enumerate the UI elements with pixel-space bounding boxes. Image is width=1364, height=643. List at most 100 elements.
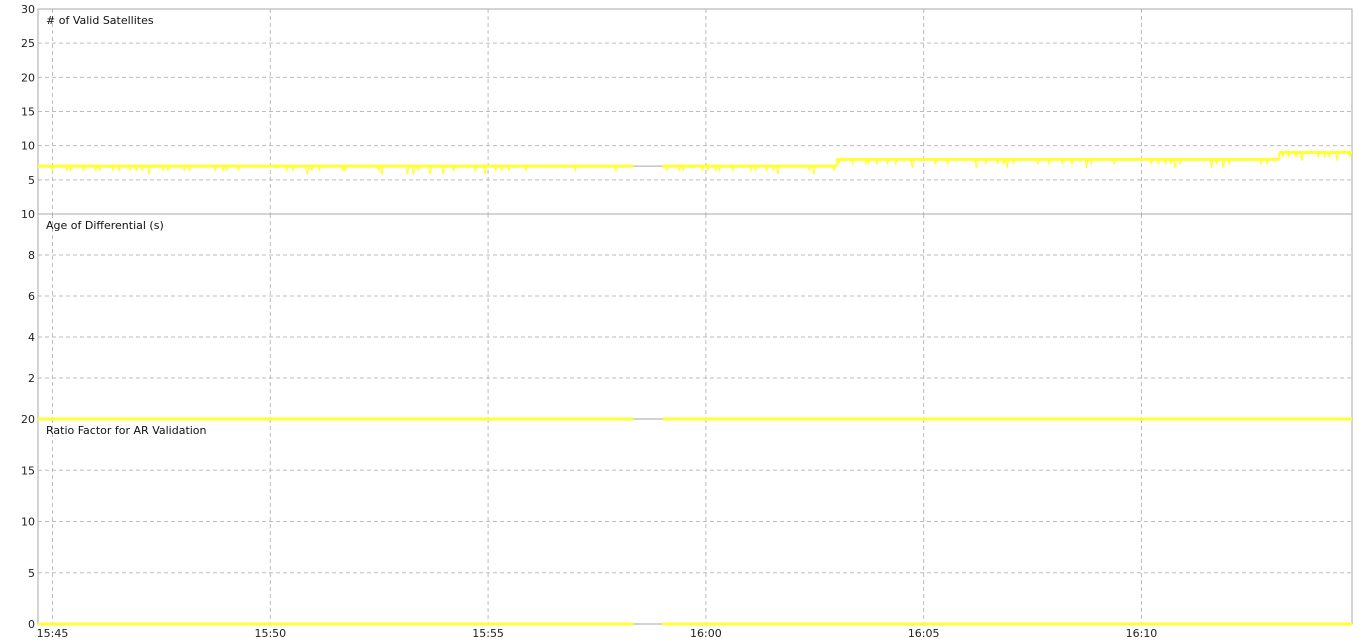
x-tick-label: 16:10	[1126, 627, 1158, 640]
series-dip	[866, 159, 871, 166]
y-tick-label: 5	[28, 174, 35, 187]
series-dip	[1149, 159, 1154, 166]
series-dip	[1060, 159, 1065, 166]
x-tick-label: 16:00	[690, 627, 722, 640]
series-dip	[1286, 152, 1291, 159]
series-dip	[1280, 152, 1285, 159]
series-dip	[1214, 159, 1219, 166]
series-dip	[771, 165, 776, 173]
y-tick-label: 6	[28, 290, 35, 303]
series-dip	[705, 165, 711, 173]
series-dip	[664, 165, 669, 173]
series-dip	[1335, 152, 1340, 162]
series-dip	[749, 165, 754, 173]
series-dip	[309, 165, 314, 173]
series-dip	[506, 165, 512, 173]
series-dip	[1221, 159, 1226, 168]
series-dip	[681, 165, 686, 173]
series-dip	[68, 165, 73, 173]
series-dip	[81, 165, 86, 173]
series-dip	[677, 165, 682, 173]
series-dip	[1089, 159, 1094, 166]
y-tick-label: 4	[28, 331, 35, 344]
series-dip	[1004, 159, 1010, 168]
series-dip	[573, 165, 578, 173]
series-dip	[1112, 159, 1117, 166]
series-dip	[1084, 159, 1089, 168]
series-dip	[811, 166, 817, 175]
y-tick-label: 10	[21, 516, 35, 529]
y-tick-label: 5	[28, 567, 35, 580]
series-dip	[893, 159, 898, 166]
series-dip	[1258, 159, 1264, 166]
panel-title: # of Valid Satellites	[46, 14, 154, 27]
series-layer	[38, 151, 1352, 626]
series-dip	[1156, 159, 1161, 166]
series-dip	[473, 165, 478, 173]
series-dip	[140, 165, 145, 173]
grid-layer	[38, 9, 1352, 624]
series-dip	[451, 165, 456, 173]
series-dip	[499, 165, 504, 173]
series-dip	[411, 166, 416, 175]
series-dip	[187, 165, 192, 173]
series-dip	[717, 165, 722, 173]
series-dip	[1347, 152, 1352, 159]
panel-frame	[37, 213, 1353, 420]
x-tick-label: 15:55	[472, 627, 504, 640]
y-tick-label: 10	[21, 140, 35, 153]
series-dip	[1326, 152, 1332, 159]
series-dip	[224, 165, 229, 173]
series-dip	[146, 166, 151, 175]
x-tick-label: 15:45	[37, 627, 69, 640]
series-dip	[1172, 159, 1178, 168]
series-dip	[700, 165, 705, 173]
series-dip	[775, 166, 781, 175]
series-dip	[291, 165, 296, 173]
series-dip	[134, 165, 139, 173]
series-dip	[933, 159, 938, 166]
series-dip	[1316, 152, 1321, 159]
panel-title: Ratio Factor for AR Validation	[46, 424, 207, 437]
series-dip	[713, 165, 718, 173]
label-layer: 30 25 20 15 10 5 # of Valid Satellites 10 8 6 4 2 Ag…	[21, 3, 1157, 640]
series-dip	[1163, 159, 1168, 166]
y-tick-label: 2	[28, 372, 35, 385]
series-dip	[1168, 159, 1173, 166]
series-dip	[50, 165, 55, 173]
y-tick-label: 10	[21, 208, 35, 221]
series-dip	[111, 165, 116, 173]
series-dip	[379, 166, 384, 175]
series-dip	[428, 166, 433, 175]
series-dip	[753, 165, 758, 173]
series-dip	[1046, 159, 1052, 166]
series-dip	[974, 159, 979, 168]
series-dip	[945, 159, 950, 166]
y-tick-label: 0	[28, 618, 35, 631]
y-tick-label: 20	[21, 413, 35, 426]
series-dip	[807, 165, 812, 173]
series-dip	[493, 165, 498, 173]
series-dip	[482, 166, 488, 175]
series-dip	[160, 165, 166, 173]
series-dip	[1035, 159, 1040, 166]
series-dip	[523, 165, 529, 173]
series-dip	[165, 165, 170, 173]
series-dip	[983, 159, 988, 166]
series-dip	[93, 165, 98, 173]
series-dip	[885, 159, 890, 166]
series-dip	[343, 165, 348, 173]
y-tick-label: 30	[21, 3, 35, 16]
series-dip	[613, 165, 618, 173]
series-dip	[117, 165, 122, 173]
series-dip	[1011, 159, 1016, 166]
frame-layer	[37, 8, 1353, 625]
series-dip	[1069, 159, 1075, 166]
series-dip	[213, 165, 218, 173]
series-dip	[284, 165, 289, 173]
x-tick-label: 16:05	[908, 627, 940, 640]
y-tick-label: 25	[21, 37, 35, 50]
series-dip	[1299, 152, 1304, 162]
x-tick-label: 15:50	[254, 627, 286, 640]
